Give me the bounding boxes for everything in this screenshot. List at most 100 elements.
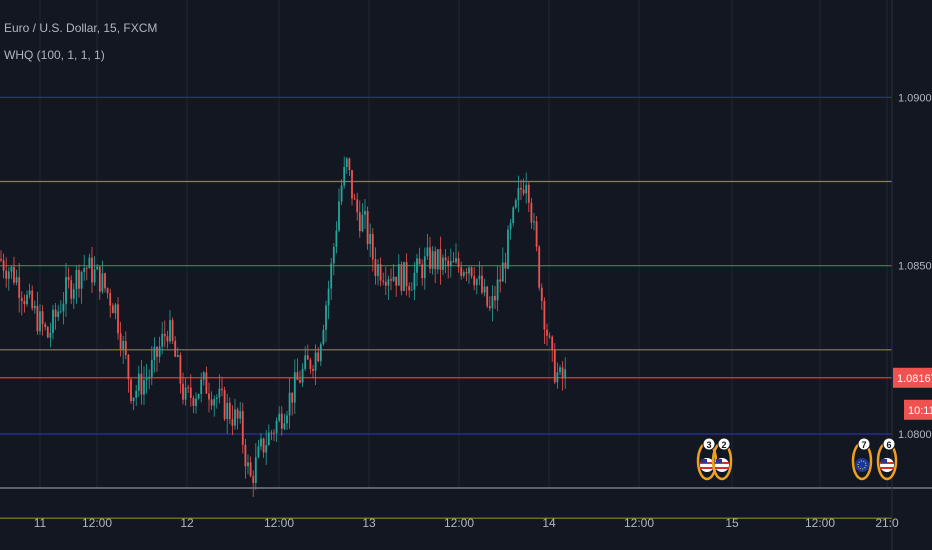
candle-body <box>247 462 249 467</box>
candle-body <box>306 355 309 360</box>
candle-body <box>499 279 502 282</box>
candle-body <box>205 372 208 394</box>
time-tick-label: 12:00 <box>264 516 294 530</box>
candle-body <box>556 372 559 383</box>
candle-body <box>215 397 218 400</box>
candle-body <box>478 275 481 280</box>
event-count-label: 3 <box>706 440 711 450</box>
candle-body <box>527 184 530 203</box>
symbol-title: Euro / U.S. Dollar, 15, FXCM <box>4 21 158 35</box>
candle-body <box>559 367 561 373</box>
time-tick-label: 12 <box>180 516 194 530</box>
price-axis[interactable]: 1.09000 1.08500 1.08000 1.08167 10:11 <box>893 92 932 441</box>
candle-body <box>267 432 270 446</box>
candle-body <box>119 333 122 350</box>
candle-body <box>444 257 447 261</box>
candle-body <box>538 246 541 288</box>
candle-body <box>358 212 361 232</box>
candle-body <box>96 266 99 270</box>
candle-body <box>377 264 379 276</box>
candle-body <box>426 247 429 257</box>
candle-body <box>546 329 548 336</box>
event-count-badge <box>882 437 896 451</box>
candle-body <box>400 264 403 291</box>
event-count-badge <box>717 437 731 451</box>
candle-body <box>304 355 307 369</box>
candle-body <box>322 329 325 345</box>
candle-body <box>195 398 197 406</box>
event-count-badge <box>702 437 716 451</box>
candle-body <box>397 264 400 286</box>
candle-body <box>200 379 203 395</box>
candle-body <box>309 359 312 369</box>
price-tick-label: 1.08000 <box>898 429 932 441</box>
candle-body <box>431 251 434 269</box>
candle-body <box>423 256 426 279</box>
candle-body <box>405 262 408 287</box>
candle-body <box>330 263 333 289</box>
price-tick-label: 1.08500 <box>898 261 932 273</box>
candle-body <box>509 223 512 230</box>
candle-body <box>179 355 182 384</box>
candle-body <box>481 275 483 293</box>
candle-body <box>429 247 431 269</box>
candle-body <box>418 258 421 265</box>
candle-body <box>395 276 398 286</box>
candle-body <box>449 261 452 267</box>
candle-body <box>189 387 192 398</box>
candle-body <box>278 413 281 421</box>
candle-body <box>150 359 153 377</box>
candle-body <box>470 267 473 277</box>
candle-body <box>252 476 255 484</box>
candle-body <box>343 166 346 186</box>
candle-body <box>88 257 91 269</box>
candle-body <box>106 288 109 294</box>
candle-body <box>390 279 392 281</box>
candle-body <box>213 399 216 406</box>
candle-body <box>317 352 320 362</box>
candle-body <box>171 320 174 341</box>
candle-body <box>166 336 169 342</box>
time-tick-label: 12:00 <box>805 516 835 530</box>
candle-body <box>533 221 535 223</box>
candle-body <box>314 352 317 371</box>
candle-body <box>512 207 515 224</box>
event-count-label: 2 <box>721 440 726 450</box>
candle-body <box>244 444 247 467</box>
time-axis[interactable]: 11 12:00 12 12:00 13 12:00 14 12:00 15 12:00 21:0 <box>34 516 899 530</box>
candle-body <box>33 305 36 309</box>
event-count-label: 7 <box>861 440 866 450</box>
candle-body <box>468 267 470 274</box>
candle-body <box>114 304 117 314</box>
candle-body <box>20 297 23 301</box>
candle-body <box>57 311 60 317</box>
countdown-label: 10:11 <box>908 405 932 417</box>
candle-body <box>249 462 252 477</box>
candle-body <box>465 272 468 274</box>
candle-body <box>280 413 283 429</box>
candle-body <box>288 392 291 416</box>
candle-body <box>434 251 437 270</box>
candle-body <box>104 273 106 289</box>
candle-body <box>257 446 260 458</box>
candle-body <box>18 277 21 298</box>
candle-body <box>226 402 229 420</box>
candle-body <box>462 272 465 276</box>
candle-body <box>26 294 28 305</box>
candle-body <box>392 276 395 281</box>
candle-body <box>31 290 34 309</box>
price-tick-label: 1.09000 <box>898 92 932 104</box>
candle-body <box>442 257 444 270</box>
candle-body <box>551 336 554 350</box>
event-count-label: 6 <box>886 440 891 450</box>
candle-body <box>371 233 374 260</box>
indicator-label[interactable]: WHQ (100, 1, 1, 1) <box>4 48 105 62</box>
candle-body <box>455 258 457 263</box>
candle-body <box>293 372 296 403</box>
candle-body <box>49 332 52 338</box>
candle-body <box>184 387 187 400</box>
candle-body <box>514 200 517 208</box>
candle-body <box>234 409 236 426</box>
